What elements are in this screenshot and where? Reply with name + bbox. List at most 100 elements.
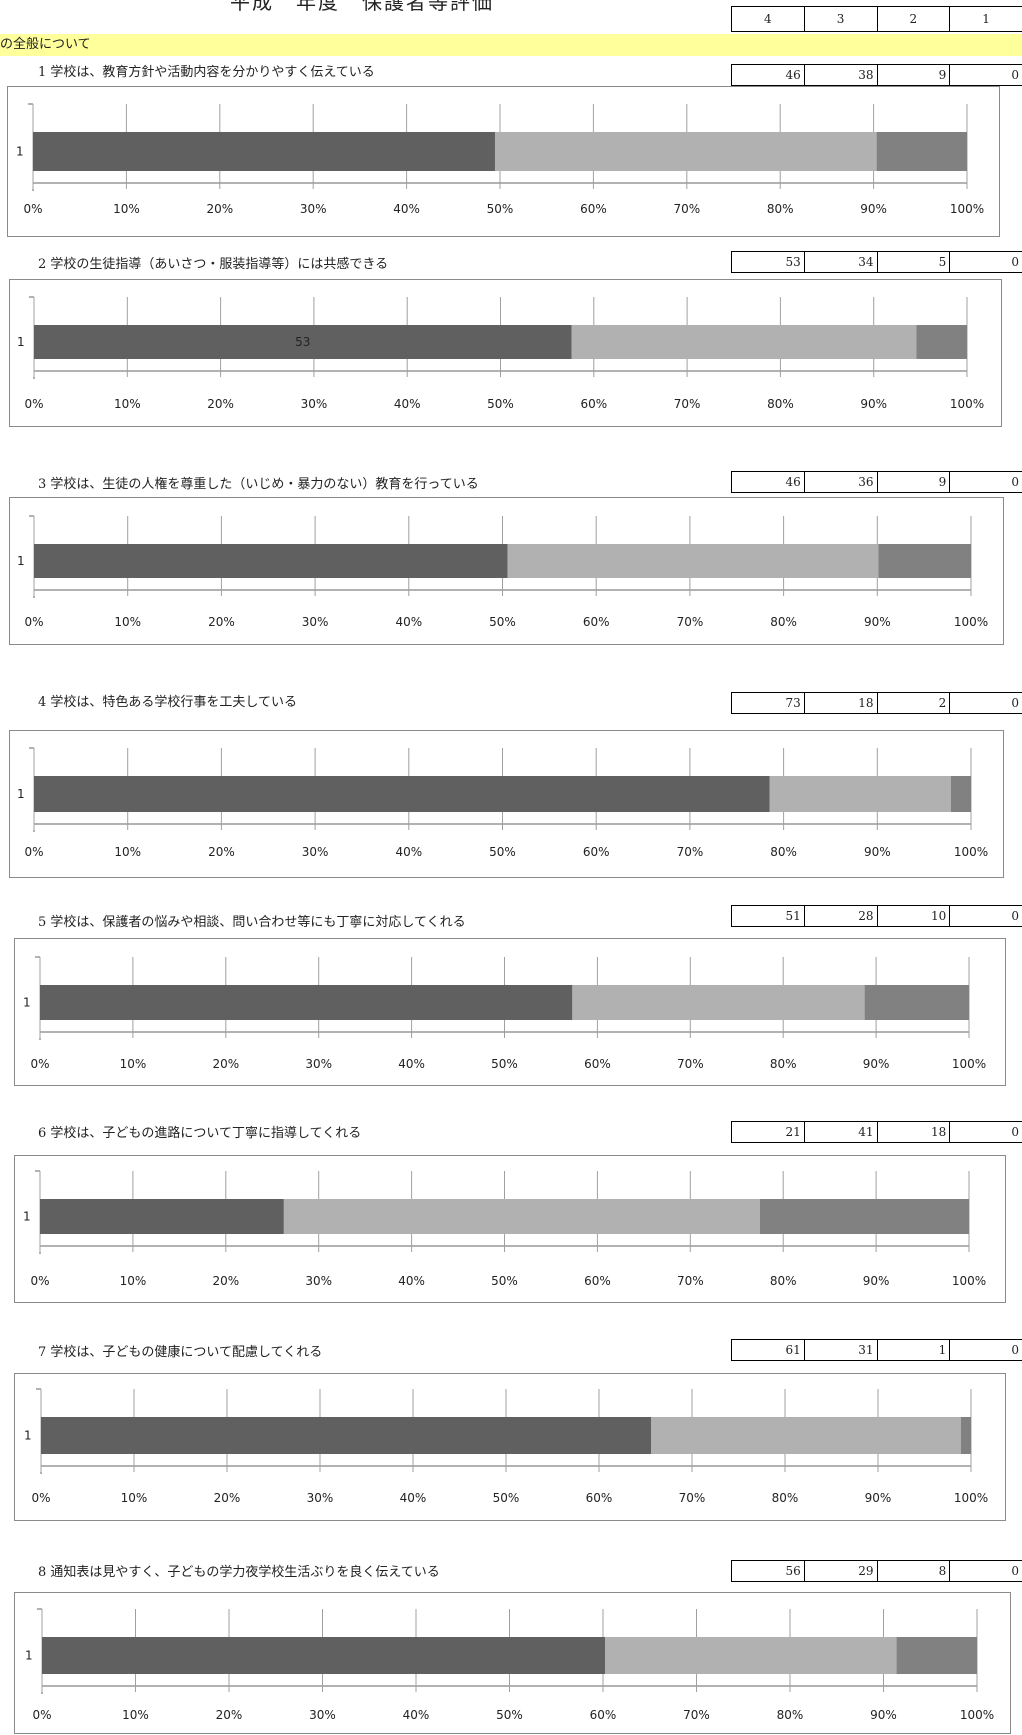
question-title: 5 学校は、保護者の悩みや相談、問い合わせ等にも丁寧に対応してくれる [38, 915, 466, 930]
x-tick-label: 0% [24, 615, 43, 629]
x-tick-label: 40% [398, 1274, 425, 1288]
bar-segment-level-3 [769, 776, 951, 812]
x-tick-label: 90% [870, 1708, 897, 1722]
bar-segment-level-4 [41, 1417, 651, 1454]
response-count-row: 21 41 18 0 [731, 1121, 1022, 1143]
stacked-bar-chart: 1 0% 10% 20% 30% 40% 50% 60% 70% 80% 90% 100% [9, 730, 1004, 878]
chart-svg: 10% 10% 20% 30% 40% 50% 60% 70% 80% 90% 100% [25, 1608, 994, 1722]
response-count-cell: 18 [876, 1122, 950, 1142]
response-count-cell: 61 [785, 1343, 801, 1357]
stacked-bar-chart: 1 53 0% 10% 20% 30% 40% 50% 60% 70% 80% 90% 100% [9, 279, 1002, 427]
page-title: 平成 年度 保護者等評価 [230, 0, 494, 14]
response-count-cell: 31 [803, 1340, 877, 1360]
x-tick-label: 30% [300, 202, 327, 216]
x-tick-label: 80% [770, 845, 797, 859]
x-tick-label: 90% [863, 1057, 890, 1071]
bar-segment-level-2 [896, 1637, 977, 1674]
x-tick-label: 40% [395, 615, 422, 629]
response-count-cell: 0 [949, 906, 1022, 926]
response-count-row: 46 38 9 0 [731, 64, 1022, 86]
bar-segment-level-4 [42, 1637, 606, 1674]
response-count-row: 51 28 10 0 [731, 905, 1022, 927]
response-count-cell: 46 [785, 475, 801, 489]
bar-segment-level-2 [878, 544, 971, 578]
response-count-cell: 51 [785, 909, 801, 923]
response-count-cell: 46 [785, 68, 801, 82]
x-tick-label: 80% [767, 202, 794, 216]
x-tick-label: 100% [954, 845, 988, 859]
bar-segment-level-3 [605, 1637, 897, 1674]
x-tick-label: 30% [307, 1491, 334, 1505]
x-tick-label: 50% [487, 397, 514, 411]
x-tick-label: 30% [305, 1057, 332, 1071]
x-tick-label: 40% [393, 202, 420, 216]
x-tick-label: 50% [491, 1274, 518, 1288]
x-tick-label: 50% [489, 615, 516, 629]
question-title: 8 通知表は見やすく、子どもの学力夜学校生活ぶりを良く伝えている [38, 1565, 440, 1580]
x-tick-label: 80% [770, 1057, 797, 1071]
x-tick-label: 30% [309, 1708, 336, 1722]
x-tick-label: 0% [30, 1057, 49, 1071]
x-tick-label: 10% [120, 1057, 147, 1071]
x-tick-label: 50% [493, 1491, 520, 1505]
x-tick-label: 70% [679, 1491, 706, 1505]
chart-svg: 1 53 0% 10% 20% 30% 40% 50% 60% 70% 80% 90% 100% [17, 296, 984, 411]
bar-segment-level-3 [494, 132, 877, 171]
stacked-bar-chart: 1 0% 10% 20% 30% 40% 50% 60% 70% 80% 90% 100% [14, 1373, 1006, 1521]
x-tick-label: 30% [302, 615, 329, 629]
question-title: 2 学校の生徒指導（あいさつ・服装指導等）には共感できる [38, 257, 389, 272]
response-count-cell: 0 [949, 1122, 1022, 1142]
bar-segment-level-2 [950, 776, 971, 812]
bar-segment-level-4 [34, 325, 572, 359]
question-title: 3 学校は、生徒の人権を尊重した（いじめ・暴力のない）教育を行っている [38, 477, 479, 492]
bar-segment-level-2 [876, 132, 967, 171]
bar-segment-level-3 [651, 1417, 961, 1454]
x-tick-label: 80% [770, 615, 797, 629]
x-tick-label: 0% [32, 1708, 51, 1722]
x-tick-label: 70% [677, 1057, 704, 1071]
x-tick-label: 80% [777, 1708, 804, 1722]
x-tick-label: 90% [860, 397, 887, 411]
response-count-cell: 28 [803, 906, 877, 926]
x-tick-label: 80% [767, 397, 794, 411]
x-tick-label: 60% [580, 202, 607, 216]
level-header-1: 1 [949, 7, 1022, 31]
response-count-cell: 18 [803, 693, 877, 713]
stacked-bar-chart: 1 0% 10% 20% 30% 40% 50% 60% 70% 80% 90% 100% [9, 497, 1004, 645]
question-title: 4 学校は、特色ある学校行事を工夫している [38, 695, 298, 710]
x-tick-label: 60% [583, 845, 610, 859]
response-count-cell: 0 [949, 1340, 1022, 1360]
level-header-3: 3 [803, 7, 877, 31]
x-tick-label: 20% [206, 202, 233, 216]
level-header-2: 2 [876, 7, 950, 31]
x-tick-label: 40% [394, 397, 421, 411]
response-count-cell: 29 [803, 1561, 877, 1581]
category-label: 1 [17, 787, 25, 801]
bar-segment-level-2 [961, 1417, 971, 1454]
response-count-row: 61 31 1 0 [731, 1339, 1022, 1361]
stacked-bar-chart: 1 0% 10% 20% 30% 40% 50% 60% 70% 80% 90% 100% [14, 1592, 1011, 1734]
question-title: 6 学校は、子どもの進路について丁寧に指導してくれる [38, 1126, 362, 1141]
bar-segment-level-3 [283, 1199, 760, 1234]
x-tick-label: 60% [583, 615, 610, 629]
stacked-bar-chart: 1 0% 10% 20% 30% 40% 50% 60% 70% 80% 90% 100% [7, 86, 1000, 237]
x-tick-label: 90% [860, 202, 887, 216]
response-count-cell: 0 [949, 65, 1022, 85]
bar-segment-level-4 [34, 544, 508, 578]
response-count-cell: 56 [785, 1564, 801, 1578]
response-count-row: 73 18 2 0 [731, 692, 1022, 714]
x-tick-label: 0% [24, 845, 43, 859]
chart-svg: 10% 10% 20% 30% 40% 50% 60% 70% 80% 90% 100% [17, 747, 988, 859]
section-banner: の全般について [0, 34, 1022, 56]
x-tick-label: 70% [677, 1274, 704, 1288]
category-label: 1 [17, 335, 25, 349]
x-tick-label: 50% [491, 1057, 518, 1071]
x-tick-label: 100% [950, 202, 984, 216]
response-count-cell: 2 [876, 693, 950, 713]
x-tick-label: 0% [30, 1274, 49, 1288]
response-count-cell: 0 [949, 252, 1022, 272]
category-label: 1 [16, 145, 24, 159]
response-count-cell: 5 [876, 252, 950, 272]
response-count-cell: 73 [785, 696, 801, 710]
response-count-cell: 0 [949, 693, 1022, 713]
